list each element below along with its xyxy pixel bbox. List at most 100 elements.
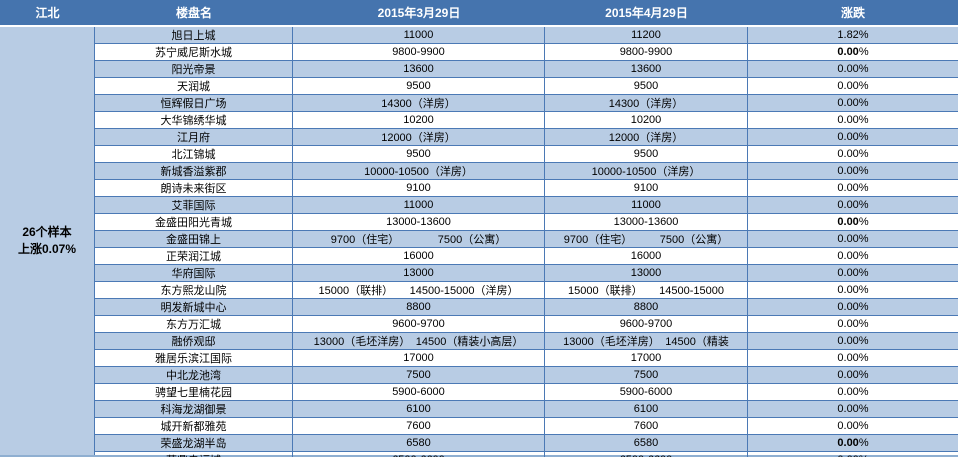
price-april-cell[interactable]: 9500 (545, 146, 748, 162)
change-cell[interactable]: 0.00% (837, 335, 869, 347)
price-march-cell[interactable]: 12000（洋房） (293, 129, 545, 145)
property-name-cell[interactable]: 阳光帝景 (95, 61, 293, 77)
property-name-cell[interactable]: 华府国际 (95, 265, 293, 281)
header-change[interactable]: 涨跌 (840, 6, 865, 20)
price-march-cell[interactable]: 7600 (293, 418, 545, 434)
change-cell[interactable]: 0.00% (837, 233, 869, 245)
property-name-cell[interactable]: 新城香溢紫郡 (95, 163, 293, 179)
change-cell[interactable]: 0.00% (837, 63, 869, 75)
property-name-cell[interactable]: 恒辉假日广场 (95, 95, 293, 111)
property-name-cell[interactable]: 苏宁威尼斯水城 (95, 44, 293, 60)
property-name-cell[interactable]: 中北龙池湾 (95, 367, 293, 383)
price-april-cell[interactable]: 13000-13600 (545, 214, 748, 230)
change-cell[interactable]: 0.00% (837, 437, 869, 449)
property-name-cell[interactable]: 雅居乐滨江国际 (95, 350, 293, 366)
property-name-cell[interactable]: 旭日上城 (95, 27, 293, 43)
change-cell[interactable]: 0.00% (748, 452, 958, 457)
property-name-cell[interactable]: 北江锦城 (95, 146, 293, 162)
change-cell[interactable]: 0.00% (837, 80, 869, 92)
property-name-cell[interactable]: 金盛田阳光青城 (95, 214, 293, 230)
property-name-cell[interactable]: 金盛田锦上 (95, 231, 293, 247)
price-april-cell[interactable]: 11000 (545, 197, 748, 213)
price-april-cell[interactable]: 6500-6600 (545, 452, 748, 457)
property-name-cell[interactable]: 朗诗未来街区 (95, 180, 293, 196)
price-april-cell[interactable]: 12000（洋房） (545, 129, 748, 145)
price-march-cell[interactable]: 6580 (293, 435, 545, 451)
price-march-cell[interactable]: 13600 (293, 61, 545, 77)
price-march-cell[interactable]: 11000 (293, 197, 545, 213)
change-cell[interactable]: 0.00% (837, 165, 869, 177)
price-april-cell[interactable]: 13000 (545, 265, 748, 281)
header-property[interactable]: 楼盘名 (175, 6, 212, 20)
property-name-cell[interactable]: 骋望七里楠花园 (95, 384, 293, 400)
price-april-cell[interactable]: 14300（洋房） (545, 95, 748, 111)
change-cell[interactable]: 0.00% (837, 386, 869, 398)
change-cell[interactable]: 0.00% (837, 250, 869, 262)
property-name-cell[interactable]: 荣鼎幸福城 (95, 452, 293, 457)
price-march-cell[interactable]: 16000 (293, 248, 545, 264)
property-name-cell[interactable]: 江月府 (95, 129, 293, 145)
change-cell[interactable]: 0.00% (837, 199, 869, 211)
change-cell[interactable]: 0.00% (837, 369, 869, 381)
region-summary-cell[interactable]: 26个样本 上涨0.07% (0, 27, 95, 455)
price-april-cell[interactable]: 9500 (545, 78, 748, 94)
property-name-cell[interactable]: 大华锦绣华城 (95, 112, 293, 128)
price-april-cell[interactable]: 6580 (545, 435, 748, 451)
change-cell[interactable]: 0.00% (837, 131, 869, 143)
property-name-cell[interactable]: 城开新都雅苑 (95, 418, 293, 434)
price-march-cell[interactable]: 9100 (293, 180, 545, 196)
price-march-cell[interactable]: 6100 (293, 401, 545, 417)
price-march-cell[interactable]: 10200 (293, 112, 545, 128)
change-cell[interactable]: 0.00% (837, 216, 869, 228)
price-april-cell[interactable]: 9100 (545, 180, 748, 196)
change-cell[interactable]: 0.00% (837, 267, 869, 279)
price-march-cell[interactable]: 13000（毛坯洋房） 14500（精装小高层） (293, 333, 545, 349)
price-april-cell[interactable]: 10000-10500（洋房） (545, 163, 748, 179)
price-march-cell[interactable]: 9500 (293, 146, 545, 162)
price-march-cell[interactable]: 9800-9900 (293, 44, 545, 60)
change-cell[interactable]: 0.00% (837, 148, 869, 160)
change-cell[interactable]: 0.00% (837, 284, 869, 296)
price-april-cell[interactable]: 17000 (545, 350, 748, 366)
price-march-cell[interactable]: 7500 (293, 367, 545, 383)
price-april-cell[interactable]: 7600 (545, 418, 748, 434)
price-march-cell[interactable]: 17000 (293, 350, 545, 366)
change-cell[interactable]: 0.00% (837, 403, 869, 415)
price-april-cell[interactable]: 16000 (545, 248, 748, 264)
price-april-cell[interactable]: 8800 (545, 299, 748, 315)
price-march-cell[interactable]: 14300（洋房） (293, 95, 545, 111)
change-cell[interactable]: 0.00% (837, 46, 869, 58)
header-date-march[interactable]: 2015年3月29日 (377, 6, 461, 20)
price-april-cell[interactable]: 6100 (545, 401, 748, 417)
price-april-cell[interactable]: 5900-6000 (545, 384, 748, 400)
property-name-cell[interactable]: 东方万汇城 (95, 316, 293, 332)
property-name-cell[interactable]: 融侨观邸 (95, 333, 293, 349)
price-march-cell[interactable]: 13000-13600 (293, 214, 545, 230)
header-region[interactable]: 江北 (35, 6, 60, 20)
price-april-cell[interactable]: 10200 (545, 112, 748, 128)
price-march-cell[interactable]: 10000-10500（洋房） (293, 163, 545, 179)
header-date-april[interactable]: 2015年4月29日 (605, 6, 688, 20)
property-name-cell[interactable]: 艾菲国际 (95, 197, 293, 213)
change-cell[interactable]: 0.00% (837, 114, 869, 126)
price-march-cell[interactable]: 13000 (293, 265, 545, 281)
price-march-cell[interactable]: 8800 (293, 299, 545, 315)
change-cell[interactable]: 0.00% (837, 420, 869, 432)
property-name-cell[interactable]: 科海龙湖御景 (95, 401, 293, 417)
change-cell[interactable]: 0.00% (837, 318, 869, 330)
property-name-cell[interactable]: 天润城 (95, 78, 293, 94)
change-cell[interactable]: 0.00% (837, 301, 869, 313)
price-april-cell[interactable]: 15000（联排） 14500-15000 (545, 282, 748, 298)
property-name-cell[interactable]: 东方熙龙山院 (95, 282, 293, 298)
price-april-cell[interactable]: 9700（住宅） 7500（公寓） (545, 231, 748, 247)
change-cell[interactable]: 0.00% (837, 352, 869, 364)
price-march-cell[interactable]: 9700（住宅） 7500（公寓） (293, 231, 545, 247)
price-march-cell[interactable]: 9500 (293, 78, 545, 94)
price-march-cell[interactable]: 5900-6000 (293, 384, 545, 400)
price-march-cell[interactable]: 15000（联排） 14500-15000（洋房） (293, 282, 545, 298)
price-april-cell[interactable]: 11200 (545, 27, 748, 43)
price-april-cell[interactable]: 9600-9700 (545, 316, 748, 332)
price-march-cell[interactable]: 11000 (293, 27, 545, 43)
price-april-cell[interactable]: 13600 (545, 61, 748, 77)
property-name-cell[interactable]: 正荣润江城 (95, 248, 293, 264)
